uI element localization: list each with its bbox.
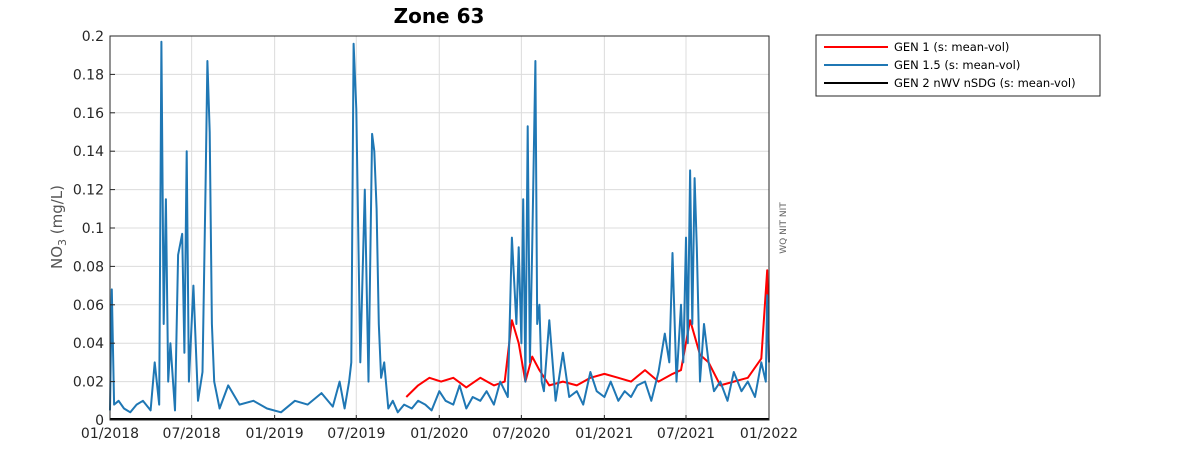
y-tick-label: 0.04 — [73, 336, 104, 352]
y-tick-label: 0.06 — [73, 298, 104, 314]
x-tick-label: 01/2018 — [81, 426, 139, 442]
y-tick-label: 0.02 — [73, 375, 104, 391]
y-axis-label: NO3 (mg/L) — [48, 185, 69, 269]
y-tick-label: 0.18 — [73, 67, 104, 83]
x-tick-label: 07/2020 — [492, 426, 550, 442]
y-tick-label: 0.12 — [73, 183, 104, 199]
x-tick-label: 07/2018 — [163, 426, 221, 442]
x-tick-label: 01/2019 — [246, 426, 304, 442]
y-tick-label: 0.16 — [73, 106, 104, 122]
y-tick-label: 0.1 — [82, 221, 104, 237]
x-tick-label: 07/2019 — [327, 426, 385, 442]
legend-label: GEN 1 (s: mean-vol) — [894, 40, 1009, 54]
y-axis-label-subscript: 3 — [56, 239, 69, 246]
x-tick-label: 01/2022 — [740, 426, 798, 442]
series-line-gen-1-s-mean-vol — [405, 269, 770, 398]
x-axis-ticks: 01/2018 07/2018 01/2019 07/2019 01/2020 07/20… — [81, 415, 798, 442]
series-line-gen-1-5-s-mean-vol — [109, 40, 770, 414]
legend-label: GEN 1.5 (s: mean-vol) — [894, 58, 1020, 72]
side-note: WQ NIT NIT — [779, 202, 789, 254]
y-tick-label: 0.08 — [73, 259, 104, 275]
y-axis-ticks: 0 0.02 0.04 0.06 0.08 0.1 0.12 0.14 0.16 0.18 0.2 — [73, 29, 115, 429]
y-axis-label-unit: (mg/L) — [48, 185, 66, 239]
y-axis-label-main: NO — [48, 246, 66, 269]
legend: GEN 1 (s: mean-vol) GEN 1.5 (s: mean-vol)… — [815, 34, 1101, 97]
legend-label: GEN 2 nWV nSDG (s: mean-vol) — [894, 76, 1076, 90]
y-tick-label: 0.14 — [73, 144, 104, 160]
x-tick-label: 07/2021 — [657, 426, 715, 442]
x-tick-label: 01/2020 — [410, 426, 468, 442]
x-tick-label: 01/2021 — [575, 426, 633, 442]
chart-title: Zone 63 — [394, 4, 485, 28]
y-tick-label: 0.2 — [82, 29, 104, 45]
y-tick-label: 0 — [95, 413, 104, 429]
